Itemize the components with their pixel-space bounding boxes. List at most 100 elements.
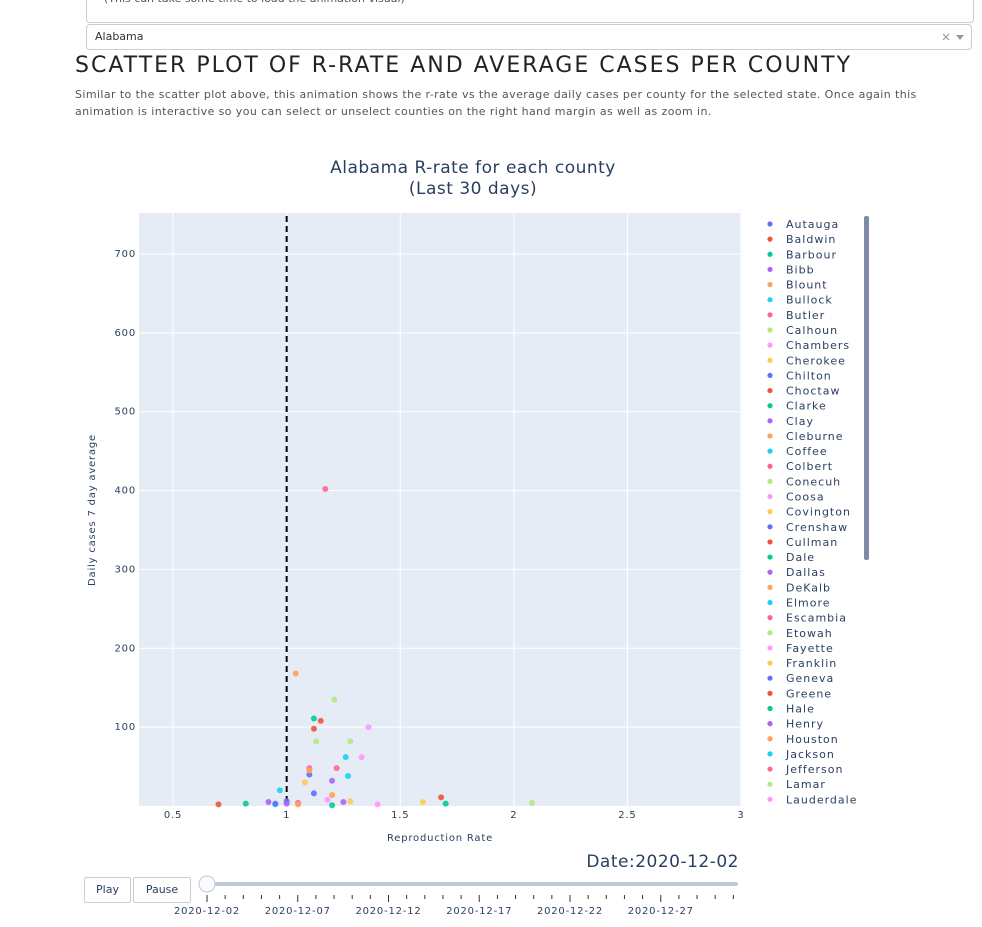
legend-entry[interactable]: Geneva xyxy=(786,672,834,685)
data-point xyxy=(331,696,338,703)
legend-marker[interactable] xyxy=(767,736,773,742)
legend-entry[interactable]: Bullock xyxy=(786,294,833,307)
y-tick-label: 500 xyxy=(115,407,137,418)
pause-button[interactable]: Pause xyxy=(133,877,191,903)
legend-marker[interactable] xyxy=(767,751,773,757)
legend-entry[interactable]: Escambia xyxy=(786,612,847,625)
legend-entry[interactable]: Baldwin xyxy=(786,233,836,246)
data-point xyxy=(324,796,331,803)
legend-marker[interactable] xyxy=(767,221,773,227)
legend-marker[interactable] xyxy=(767,493,773,500)
legend-marker[interactable] xyxy=(767,327,773,333)
legend-marker[interactable] xyxy=(767,705,773,712)
legend-marker[interactable] xyxy=(767,660,773,666)
legend-entry[interactable]: Chilton xyxy=(786,369,832,382)
legend-marker[interactable] xyxy=(767,372,773,378)
legend-marker[interactable] xyxy=(767,251,773,257)
dropdown-value[interactable]: Alabama xyxy=(95,30,144,43)
legend-entry[interactable]: Covington xyxy=(786,506,851,519)
legend-marker[interactable] xyxy=(767,539,773,545)
note: (This can take some time to load the ani… xyxy=(104,0,405,5)
legend-marker[interactable] xyxy=(767,766,773,772)
legend-entry[interactable]: Clarke xyxy=(786,400,827,413)
legend-entry[interactable]: Etowah xyxy=(786,627,833,640)
legend-entry[interactable]: Jackson xyxy=(785,748,835,761)
legend-entry[interactable]: Cherokee xyxy=(786,354,846,367)
play-button[interactable]: Play xyxy=(84,877,131,903)
legend-marker[interactable] xyxy=(767,721,773,727)
legend-entry[interactable]: Blount xyxy=(786,279,828,292)
legend-entry[interactable]: Chambers xyxy=(786,339,850,352)
legend-entry[interactable]: Cullman xyxy=(786,536,838,549)
legend-entry[interactable]: Calhoun xyxy=(786,324,838,337)
slider-label[interactable]: 2020-12-07 xyxy=(265,906,331,917)
legend-marker[interactable] xyxy=(767,478,773,484)
slider-label[interactable]: 2020-12-02 xyxy=(174,906,240,917)
legend-scrollbar[interactable] xyxy=(864,216,869,560)
legend-entry[interactable]: Dale xyxy=(786,551,815,564)
legend-marker[interactable] xyxy=(767,297,773,303)
legend-marker[interactable] xyxy=(767,342,773,348)
legend-entry[interactable]: Lauderdale xyxy=(786,793,857,806)
legend-marker[interactable] xyxy=(767,448,773,454)
legend-entry[interactable]: Bibb xyxy=(786,263,815,276)
legend-entry[interactable]: Lamar xyxy=(786,778,826,791)
legend-entry[interactable]: Colbert xyxy=(786,460,833,473)
legend-entry[interactable]: DeKalb xyxy=(786,581,831,594)
legend-entry[interactable]: Conecuh xyxy=(786,475,841,488)
slider-handle[interactable] xyxy=(198,875,216,893)
data-point xyxy=(295,801,302,808)
legend-marker[interactable] xyxy=(767,796,773,802)
legend-entry[interactable]: Autauga xyxy=(786,218,839,231)
legend-marker[interactable] xyxy=(767,554,773,560)
legend-entry[interactable]: Butler xyxy=(786,309,825,322)
legend-marker[interactable] xyxy=(767,615,773,621)
legend-marker[interactable] xyxy=(767,418,773,424)
slider-label[interactable]: 2020-12-22 xyxy=(537,906,603,917)
data-point xyxy=(419,799,426,806)
slider-label[interactable]: 2020-12-17 xyxy=(446,906,512,917)
legend-marker[interactable] xyxy=(767,569,773,575)
slider-label[interactable]: 2020-12-12 xyxy=(355,906,421,917)
legend-marker[interactable] xyxy=(767,236,773,242)
legend-marker[interactable] xyxy=(767,463,773,469)
legend-marker[interactable] xyxy=(767,690,773,696)
y-tick-label: 600 xyxy=(115,328,137,339)
legend-marker[interactable] xyxy=(767,281,773,288)
legend-entry[interactable]: Clay xyxy=(786,415,814,428)
legend-marker[interactable] xyxy=(767,403,773,409)
slider-label[interactable]: 2020-12-27 xyxy=(628,906,694,917)
legend-entry[interactable]: Franklin xyxy=(786,657,837,670)
legend-marker[interactable] xyxy=(767,675,773,681)
legend-entry[interactable]: Cleburne xyxy=(786,430,844,443)
legend-marker[interactable] xyxy=(767,357,773,363)
section-heading: SCATTER PLOT OF R-RATE AND AVERAGE CASES… xyxy=(75,53,853,78)
legend-marker[interactable] xyxy=(767,630,773,636)
legend-entry[interactable]: Crenshaw xyxy=(786,521,848,534)
legend-marker[interactable] xyxy=(767,387,773,394)
legend-marker[interactable] xyxy=(767,781,773,787)
legend-entry[interactable]: Henry xyxy=(786,718,824,731)
legend-marker[interactable] xyxy=(767,645,773,651)
data-point xyxy=(322,485,329,492)
legend-entry[interactable]: Coffee xyxy=(786,445,828,458)
legend-entry[interactable]: Jefferson xyxy=(785,763,843,776)
legend-entry[interactable]: Fayette xyxy=(786,642,834,655)
legend-marker[interactable] xyxy=(767,312,773,318)
legend-marker[interactable] xyxy=(767,433,773,439)
legend-marker[interactable] xyxy=(767,599,773,606)
legend-entry[interactable]: Houston xyxy=(786,733,839,746)
legend-marker[interactable] xyxy=(767,524,773,530)
legend-entry[interactable]: Choctaw xyxy=(786,385,840,398)
state-dropdown[interactable] xyxy=(86,24,972,50)
legend-entry[interactable]: Barbour xyxy=(786,248,837,261)
legend-entry[interactable]: Coosa xyxy=(786,491,825,504)
legend-entry[interactable]: Dallas xyxy=(786,566,826,579)
legend-entry[interactable]: Elmore xyxy=(786,597,831,610)
legend-entry[interactable]: Hale xyxy=(786,702,815,715)
legend-marker[interactable] xyxy=(767,266,773,273)
legend-marker[interactable] xyxy=(767,509,773,515)
legend-marker[interactable] xyxy=(767,584,773,590)
dropdown-icons[interactable] xyxy=(942,33,964,41)
legend-entry[interactable]: Greene xyxy=(786,687,832,700)
